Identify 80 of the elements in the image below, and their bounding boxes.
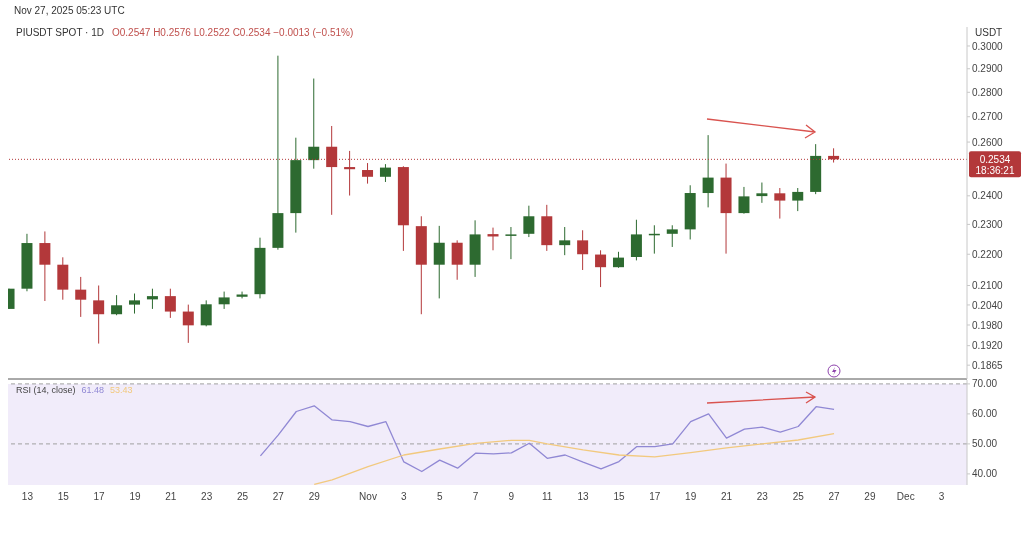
y-tick-label: 0.1865 — [972, 359, 1004, 371]
x-tick-label: 25 — [792, 491, 805, 503]
candlestick — [111, 294, 123, 316]
x-tick-label: 27 — [272, 491, 285, 503]
x-tick-label: 17 — [93, 491, 106, 503]
x-tick-label: 19 — [129, 491, 141, 503]
y-tick-label: 0.2200 — [972, 248, 1004, 260]
annotation: 53.43 — [110, 385, 133, 395]
x-tick-label: 21 — [720, 491, 733, 503]
chart-title: PIUSDT SPOT · 1D — [16, 27, 104, 38]
y-tick-label: 0.1920 — [972, 340, 1004, 352]
candlestick — [433, 225, 445, 299]
x-tick-label: 9 — [508, 491, 515, 503]
candlestick — [774, 187, 786, 220]
x-tick-label: 25 — [236, 491, 249, 503]
x-tick-label: 3 — [401, 491, 408, 503]
candlestick — [182, 304, 194, 344]
candlestick — [523, 205, 535, 238]
x-tick-label: 23 — [201, 491, 213, 503]
y-tick-label: 0.2700 — [972, 111, 1004, 123]
y-tick-label: 0.2600 — [972, 136, 1004, 148]
x-tick-label: 19 — [685, 491, 697, 503]
candlestick — [146, 288, 158, 310]
y-tick-label: 40.00 — [972, 468, 998, 480]
candlestick — [75, 276, 87, 318]
x-tick-label: 13 — [577, 491, 590, 503]
y-tick-label: 60.00 — [972, 408, 998, 420]
x-tick-label: 29 — [308, 491, 321, 503]
x-tick-label: 13 — [21, 491, 34, 503]
y-tick-label: 0.2800 — [972, 86, 1004, 98]
x-tick-label: 3 — [938, 491, 945, 503]
candlestick — [738, 186, 750, 215]
candlestick — [666, 224, 678, 248]
text: Nov 27, 2025 05:23 UTC — [14, 5, 125, 16]
candlestick — [451, 239, 463, 281]
y-tick-label: 50.00 — [972, 438, 998, 450]
x-tick-label: Dec — [896, 491, 915, 503]
x-tick-label: 17 — [649, 491, 661, 503]
y-tick-label: 0.2300 — [972, 218, 1004, 230]
x-tick-label: 11 — [542, 491, 553, 503]
y-tick-label: 0.2100 — [972, 280, 1004, 292]
x-tick-label: Nov — [359, 491, 377, 503]
y-tick-label: 0.1980 — [972, 319, 1004, 331]
x-tick-label: 23 — [756, 491, 769, 503]
candlestick — [200, 299, 212, 327]
x-tick-label: 7 — [472, 491, 479, 503]
x-tick-label: 21 — [165, 491, 177, 503]
candlestick — [792, 187, 804, 212]
y-tick-label: 70.00 — [972, 378, 998, 390]
x-tick-label: 29 — [864, 491, 876, 503]
y-axis-title: USDT — [975, 27, 1003, 38]
x-tick-label: 15 — [613, 491, 625, 503]
annotation: 61.48 — [81, 385, 105, 395]
candlestick — [164, 288, 176, 319]
text: 18:36:21 — [975, 165, 1015, 177]
x-tick-label: 5 — [436, 491, 443, 503]
candlestick — [630, 219, 642, 261]
y-tick-label: 0.2900 — [972, 63, 1004, 75]
line-series — [313, 432, 835, 485]
candlestick — [129, 293, 141, 315]
candlestick — [505, 226, 517, 260]
x-tick-label: 15 — [57, 491, 70, 503]
candlestick — [362, 162, 374, 185]
candlestick — [756, 182, 768, 204]
candlestick — [595, 249, 607, 288]
y-tick-label: 0.3000 — [972, 40, 1004, 52]
candlestick — [218, 291, 230, 310]
candlestick — [93, 284, 105, 345]
candlestick — [577, 229, 589, 271]
y-tick-label: 0.2040 — [972, 299, 1004, 311]
chart-subtitle: O0.2547 H0.2576 L0.2522 C0.2534 −0.0013 (−0.51%) — [111, 27, 354, 38]
y-tick-label: 0.2400 — [972, 190, 1004, 202]
candlestick — [702, 134, 714, 208]
candlestick — [559, 226, 571, 256]
ref-line-label: 0.2534 — [979, 154, 1011, 166]
text: RSI (14, close) — [16, 385, 76, 395]
x-tick-label: 27 — [828, 491, 841, 503]
line-series — [259, 405, 835, 473]
candlestick — [308, 78, 320, 170]
candlestick — [39, 230, 51, 302]
